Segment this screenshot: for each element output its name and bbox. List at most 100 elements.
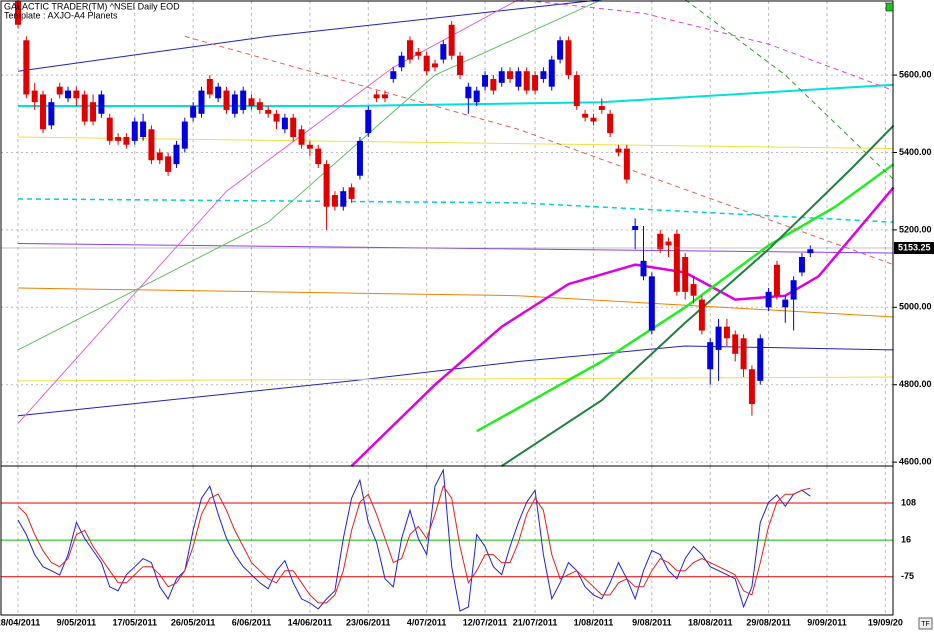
x-tick-label: 28/04/2011 xyxy=(0,617,40,627)
candle-body xyxy=(690,284,697,296)
candle-body xyxy=(657,233,664,250)
candle-body xyxy=(548,59,555,87)
candle-body xyxy=(590,117,597,122)
y-tick-label: 5600.00 xyxy=(899,69,932,79)
candle-body xyxy=(215,86,222,99)
overlay-line xyxy=(501,124,895,467)
header-title: GALACTIC TRADER(TM) ^NSEI Daily EOD xyxy=(4,1,180,11)
candle-body xyxy=(156,152,163,161)
candle-body xyxy=(198,90,205,114)
candle-body xyxy=(732,334,739,354)
x-tick-label: 23/06/2011 xyxy=(346,617,391,627)
last-price-label: 5153.25 xyxy=(898,242,931,252)
candle-body xyxy=(540,71,547,79)
overlay-line xyxy=(17,198,894,223)
candle-body xyxy=(240,90,247,110)
candle-body xyxy=(532,75,539,91)
candle-body xyxy=(231,94,238,114)
overlay-line xyxy=(684,0,895,180)
oscillator-tick-label: 108 xyxy=(901,497,916,507)
candle-body xyxy=(698,299,705,331)
candle-body xyxy=(507,71,514,79)
candle-body xyxy=(423,55,430,72)
oscillator-tick-label: -75 xyxy=(901,571,914,581)
x-tick-label: 14/06/2011 xyxy=(288,617,333,627)
candle-body xyxy=(298,129,305,145)
candle-body xyxy=(273,113,280,122)
candle-body xyxy=(256,102,263,110)
overlay-line xyxy=(17,243,894,254)
candle-body xyxy=(565,40,572,76)
candle-body xyxy=(582,113,589,118)
candle-body xyxy=(23,40,30,95)
x-tick-label: 4/07/2011 xyxy=(407,617,447,627)
candle-body xyxy=(40,94,47,130)
candle-body xyxy=(598,106,605,110)
candle-body xyxy=(515,71,522,87)
y-tick-label: 5000.00 xyxy=(899,302,932,312)
candle-body xyxy=(615,148,622,153)
x-tick-label: 19/09/20 xyxy=(868,617,903,627)
candle-body xyxy=(148,129,155,161)
candle-body xyxy=(807,249,814,254)
candle-body xyxy=(306,144,313,149)
candle-body xyxy=(323,164,330,207)
x-tick-label: 1/08/2011 xyxy=(574,617,614,627)
candle-body xyxy=(123,137,130,145)
candle-body xyxy=(90,102,97,122)
candle-body xyxy=(331,195,338,207)
tf-button[interactable] xyxy=(918,617,933,630)
candle-body xyxy=(432,63,438,68)
corner-icon[interactable] xyxy=(885,2,894,12)
candle-body xyxy=(498,71,505,83)
x-tick-label: 9/09/2011 xyxy=(807,617,847,627)
candle-body xyxy=(31,90,38,103)
candle-body xyxy=(790,280,797,300)
overlay-line xyxy=(184,35,894,266)
candle-body xyxy=(73,90,80,99)
candle-body xyxy=(757,338,764,381)
candle-body xyxy=(682,256,689,292)
candle-body xyxy=(557,40,564,60)
candle-body xyxy=(98,94,105,114)
tf-button-label: TF xyxy=(921,621,930,628)
x-tick-label: 18/08/2011 xyxy=(688,617,733,627)
candle-body xyxy=(465,86,472,99)
candle-body xyxy=(707,342,714,370)
oscillator-panel-frame xyxy=(0,465,894,616)
oscillator-line xyxy=(17,468,811,612)
candle-body xyxy=(440,44,447,60)
candle-body xyxy=(523,71,530,91)
candle-body xyxy=(140,121,147,138)
candle-body xyxy=(765,291,772,308)
candle-body xyxy=(798,256,805,273)
candle-body xyxy=(390,71,397,79)
candle-body xyxy=(65,90,72,99)
candle-body xyxy=(381,94,388,99)
x-tick-label: 29/08/2011 xyxy=(746,617,791,627)
candle-body xyxy=(248,98,255,107)
candle-body xyxy=(723,326,730,339)
candle-body xyxy=(281,117,288,130)
overlay-line xyxy=(17,136,894,150)
x-tick-label: 9/08/2011 xyxy=(632,617,672,627)
candle-body xyxy=(81,94,88,122)
x-tick-label: 6/06/2011 xyxy=(232,617,272,627)
y-tick-label: 5200.00 xyxy=(899,224,932,234)
oscillator-tick-label: 16 xyxy=(901,534,911,544)
overlay-line xyxy=(17,0,603,351)
candle-body xyxy=(315,148,322,165)
candle-body xyxy=(398,55,405,68)
overlay-line xyxy=(17,376,894,382)
header-template: Template : AXJO-A4 Planets xyxy=(4,10,118,20)
candle-body xyxy=(56,86,63,95)
candle-body xyxy=(473,90,480,103)
overlay-line xyxy=(518,0,894,92)
candle-body xyxy=(490,78,497,91)
overlay-line xyxy=(17,0,519,424)
candle-body xyxy=(15,1,21,25)
y-tick-label: 4800.00 xyxy=(899,379,932,389)
